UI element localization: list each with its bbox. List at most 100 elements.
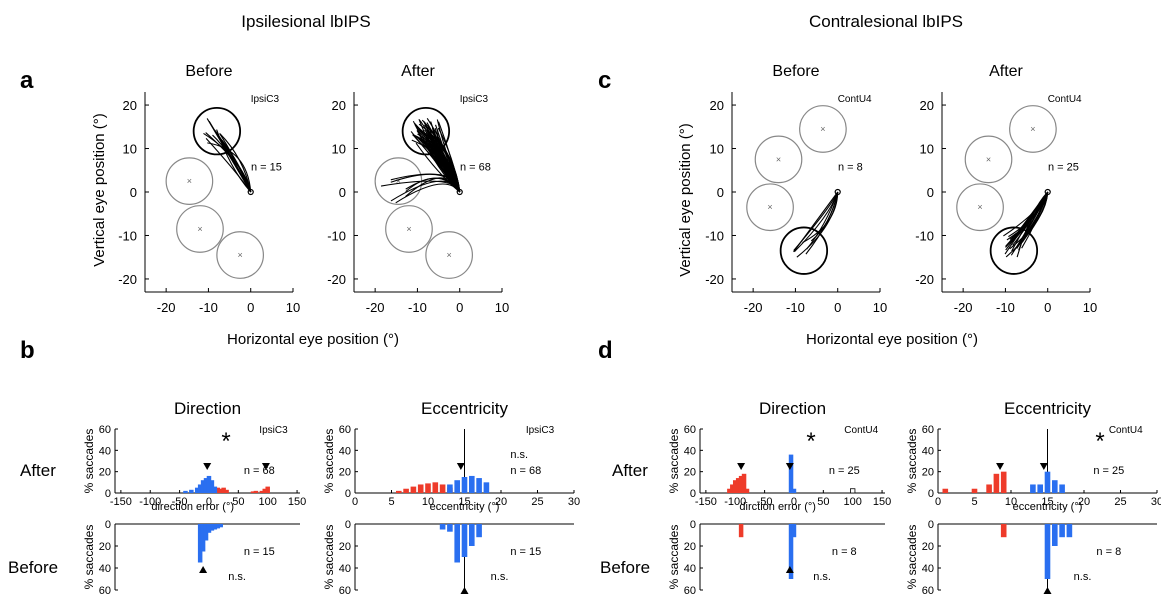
row-label-after: After	[612, 461, 648, 480]
n-count: n = 68	[244, 465, 275, 477]
target-circle	[176, 205, 224, 253]
x-tick-label: 0	[834, 300, 841, 315]
median-marker	[737, 463, 746, 470]
histogram-bar	[993, 473, 1000, 493]
n-count: n = 15	[244, 546, 275, 558]
x-tick-label: -150	[695, 496, 717, 508]
stat-label: n.s.	[228, 571, 246, 583]
right-title: Contralesional lbIPS	[809, 12, 963, 31]
y-tick-label: 40	[922, 445, 934, 457]
median-marker	[460, 587, 469, 594]
x-tick-label: 10	[286, 300, 300, 315]
y-tick-label: 0	[105, 519, 111, 531]
y-tick-label: 60	[684, 585, 696, 595]
histogram-bar	[265, 486, 270, 493]
saccade-trace	[412, 134, 461, 193]
histogram-bar	[410, 486, 417, 493]
median-marker	[1043, 587, 1052, 594]
y-tick-label: 0	[928, 519, 934, 531]
x-tick-label: -50	[172, 496, 188, 508]
stat-label: n.s.	[1074, 571, 1092, 583]
histogram-bar	[730, 484, 735, 493]
row-label-after: After	[20, 461, 56, 480]
x-tick-label: -150	[110, 496, 132, 508]
histogram-bar	[218, 524, 223, 528]
histogram-bar	[942, 488, 949, 493]
histogram-bar	[1030, 484, 1036, 493]
x-tick-label: 5	[971, 496, 977, 508]
y-tick-label: 0	[927, 185, 934, 200]
hist-ylabel: % saccades	[322, 525, 336, 590]
median-marker	[456, 463, 465, 470]
significance-marker: *	[806, 428, 815, 455]
x-tick-label: 0	[247, 300, 254, 315]
saccade-trace	[428, 141, 461, 193]
histogram-bar	[189, 489, 194, 493]
x-tick-label: 0	[791, 496, 797, 508]
y-tick-label: -10	[118, 228, 137, 243]
saccade-trace	[793, 191, 839, 253]
hist-ylabel: % saccades	[322, 429, 336, 494]
x-tick-label: 150	[873, 496, 891, 508]
histogram-bar	[209, 480, 215, 493]
y-tick-label: 20	[332, 98, 346, 113]
x-tick-label: -20	[954, 300, 973, 315]
hist-xlabel: dirction error (°)	[739, 501, 816, 513]
y-tick-label: 40	[684, 445, 696, 457]
target-circle	[385, 205, 433, 253]
histogram-bar	[1037, 484, 1043, 493]
x-tick-label: 15	[1041, 496, 1053, 508]
y-tick-label: -20	[705, 272, 724, 287]
x-tick-label: 10	[1005, 496, 1017, 508]
histogram-bar	[1052, 480, 1058, 493]
histogram-bar	[1000, 471, 1007, 493]
histogram-bar	[194, 487, 200, 493]
histogram-bar	[425, 483, 431, 493]
histogram-bar	[461, 477, 468, 493]
histogram-bar	[738, 524, 744, 538]
x-tick-label: -10	[199, 300, 218, 315]
left-title: Ipsilesional lbIPS	[241, 12, 370, 31]
x-tick-label: 20	[495, 496, 507, 508]
y-tick-label: 10	[332, 142, 346, 157]
x-tick-label: 100	[844, 496, 862, 508]
significance-marker: *	[1095, 428, 1104, 455]
histogram-bar	[197, 484, 203, 493]
panel-letter-c: c	[598, 67, 611, 94]
x-tick-label: 0	[456, 300, 463, 315]
significance-marker: *	[221, 428, 230, 455]
y-tick-label: 60	[99, 424, 111, 436]
y-tick-label: 20	[922, 467, 934, 479]
x-tick-label: -20	[744, 300, 763, 315]
histogram-bar	[206, 475, 212, 493]
histogram-bar	[744, 488, 750, 493]
x-tick-label: 0	[352, 496, 358, 508]
y-tick-label: 20	[710, 98, 724, 113]
monkey-label: ContU4	[844, 425, 878, 436]
histogram-bar	[741, 473, 747, 493]
x-tick-label: 10	[422, 496, 434, 508]
target-circle	[165, 157, 214, 205]
y-tick-label: 60	[922, 585, 934, 595]
median-marker	[996, 463, 1005, 470]
saccade-trace	[395, 183, 461, 204]
y-tick-label: 20	[922, 541, 934, 553]
median-marker	[1039, 463, 1048, 470]
x-tick-label: 20	[1078, 496, 1090, 508]
panel-letter-a: a	[20, 67, 34, 94]
histogram-bar	[476, 524, 482, 538]
panel-title: Before	[185, 63, 232, 80]
panel-title: Before	[772, 63, 819, 80]
saccade-trace	[390, 180, 461, 202]
target-circle	[746, 183, 794, 232]
histogram-bar	[483, 482, 490, 493]
target-marker: ×	[187, 176, 192, 186]
y-tick-label: -10	[915, 228, 934, 243]
y-tick-label: 40	[339, 445, 351, 457]
histogram-bar	[971, 488, 978, 493]
x-axis-label-left: Horizontal eye position (°)	[227, 331, 399, 348]
median-marker	[785, 463, 794, 470]
target-marker: ×	[406, 224, 411, 234]
histogram-bar	[791, 524, 797, 538]
